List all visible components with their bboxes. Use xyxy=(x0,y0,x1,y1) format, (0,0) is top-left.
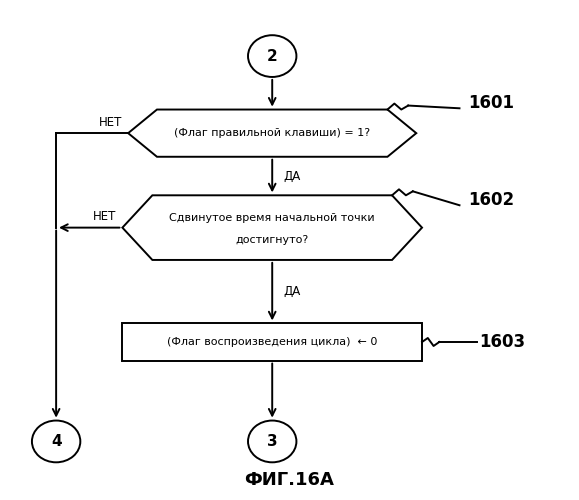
Text: 4: 4 xyxy=(51,434,61,449)
Text: достигнуто?: достигнуто? xyxy=(236,235,309,245)
Text: Сдвинутое время начальной точки: Сдвинутое время начальной точки xyxy=(170,212,375,222)
Text: 1602: 1602 xyxy=(468,192,514,210)
Text: ФИГ.16А: ФИГ.16А xyxy=(244,470,335,488)
Text: ДА: ДА xyxy=(284,170,301,182)
Text: (Флаг правильной клавиши) = 1?: (Флаг правильной клавиши) = 1? xyxy=(174,128,371,138)
Text: 3: 3 xyxy=(267,434,277,449)
Text: (Флаг воспроизведения цикла)  ← 0: (Флаг воспроизведения цикла) ← 0 xyxy=(167,337,378,347)
Text: НЕТ: НЕТ xyxy=(93,210,116,223)
Text: 2: 2 xyxy=(267,48,277,64)
Text: 1603: 1603 xyxy=(479,333,526,351)
Text: НЕТ: НЕТ xyxy=(99,116,122,128)
Text: ДА: ДА xyxy=(284,285,301,298)
Text: 1601: 1601 xyxy=(468,94,514,112)
